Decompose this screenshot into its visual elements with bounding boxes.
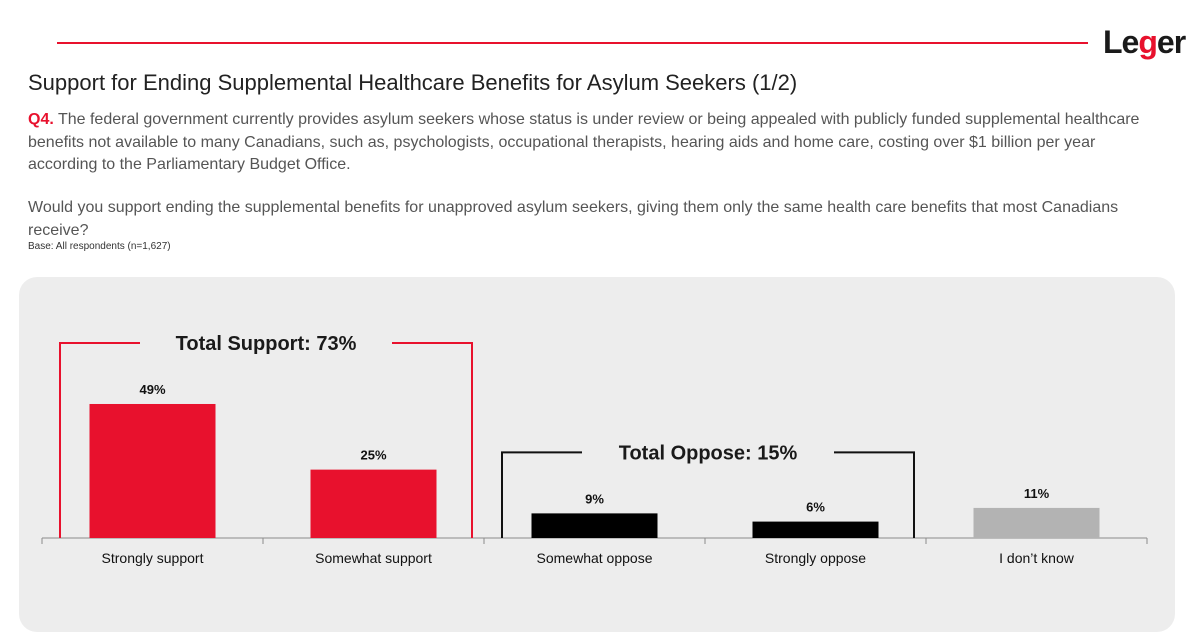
group-bracket-left [501,451,582,538]
category-label: Strongly oppose [765,550,866,566]
bar-value-label: 9% [585,491,604,506]
bar-3 [752,521,879,538]
category-label: Somewhat oppose [537,550,653,566]
category-label: I don’t know [999,550,1075,566]
bar-1 [310,469,437,538]
bar-value-label: 11% [1024,486,1050,501]
header-rule [57,42,1088,44]
group-total-label: Total Oppose: 15% [619,442,798,464]
question-text: Q4. The federal government currently pro… [28,109,1148,177]
base-note: Base: All respondents (n=1,627) [28,241,171,252]
group-total-label: Total Support: 73% [176,333,357,355]
bar-2 [531,513,658,538]
bar-0 [89,403,216,538]
question-number: Q4. [28,111,54,128]
bar-value-label: 49% [139,382,165,397]
bar-4 [973,507,1100,538]
category-label: Strongly support [102,550,204,566]
group-bracket-right [834,451,915,538]
page-title: Support for Ending Supplemental Healthca… [28,70,798,95]
question-body: The federal government currently provide… [28,111,1140,173]
leger-logo: Leger [1103,24,1186,60]
group-bracket-right [392,341,473,538]
bar-value-label: 6% [806,500,825,515]
bar-value-label: 25% [360,448,386,463]
group-bracket-left [59,341,140,538]
question-prompt: Would you support ending the supplementa… [28,199,1119,239]
category-label: Somewhat support [315,550,432,566]
